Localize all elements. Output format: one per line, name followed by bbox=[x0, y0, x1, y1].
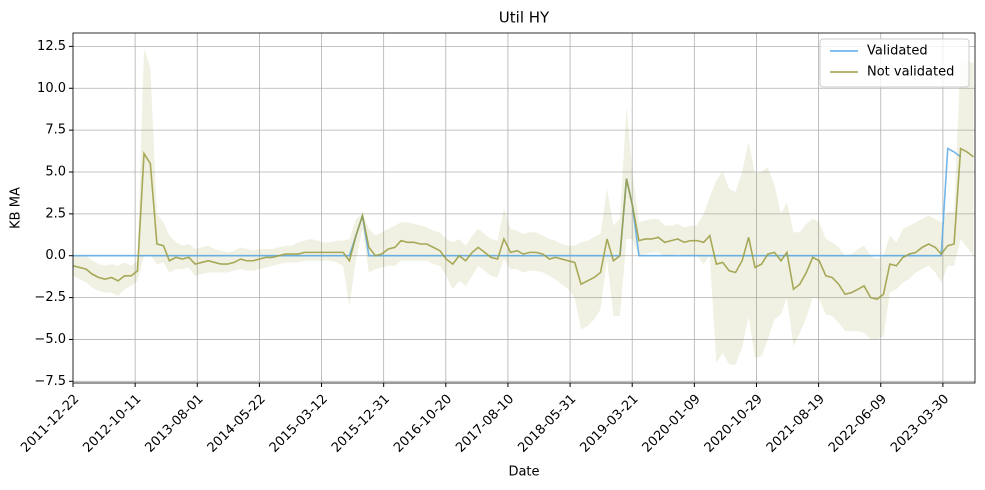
legend: Validated Not validated bbox=[819, 38, 970, 88]
x-tick-label: 2015-03-12 bbox=[267, 392, 331, 456]
legend-label: Validated bbox=[867, 44, 928, 59]
x-tick-label: 2022-06-09 bbox=[826, 392, 890, 456]
series-line bbox=[73, 147, 962, 257]
y-tick-label: 5.0 bbox=[45, 164, 66, 179]
y-tick-label: −2.5 bbox=[34, 290, 66, 305]
chart-title: Util HY bbox=[499, 9, 550, 27]
x-tick-label: 2020-01-09 bbox=[640, 392, 704, 456]
x-tick-label: 2011-12-22 bbox=[18, 392, 82, 456]
axes-frame bbox=[72, 32, 976, 384]
x-tick-label: 2020-10-29 bbox=[702, 392, 766, 456]
series-line bbox=[73, 147, 975, 301]
legend-label: Not validated bbox=[867, 65, 954, 80]
x-tick-label: 2023-03-30 bbox=[888, 392, 952, 456]
x-tick-label: 2012-10-11 bbox=[80, 392, 144, 456]
x-tick-label: 2017-08-10 bbox=[453, 392, 517, 456]
grid bbox=[72, 33, 975, 383]
x-tick-label: 2014-05-22 bbox=[205, 392, 269, 456]
y-tick-label: 0.0 bbox=[45, 248, 66, 263]
y-tick-label: −7.5 bbox=[34, 374, 66, 389]
x-tick-label: 2018-05-31 bbox=[515, 392, 579, 456]
x-tick-label: 2021-08-19 bbox=[764, 392, 828, 456]
y-tick-label: 12.5 bbox=[37, 39, 66, 54]
x-tick-label: 2015-12-31 bbox=[329, 392, 393, 456]
x-tick-label: 2016-10-20 bbox=[391, 392, 455, 456]
x-axis-label: Date bbox=[508, 465, 539, 480]
y-tick-label: 10.0 bbox=[37, 81, 66, 96]
plot-area bbox=[73, 48, 975, 365]
confidence-band bbox=[73, 48, 974, 365]
x-tick-label: 2013-08-01 bbox=[143, 392, 207, 456]
y-axis-label: KB MA bbox=[9, 187, 24, 229]
y-tick-label: 7.5 bbox=[45, 123, 66, 138]
x-tick-label: 2019-03-21 bbox=[577, 392, 641, 456]
y-tick-label: 2.5 bbox=[45, 206, 66, 221]
y-tick-label: −5.0 bbox=[34, 332, 66, 347]
